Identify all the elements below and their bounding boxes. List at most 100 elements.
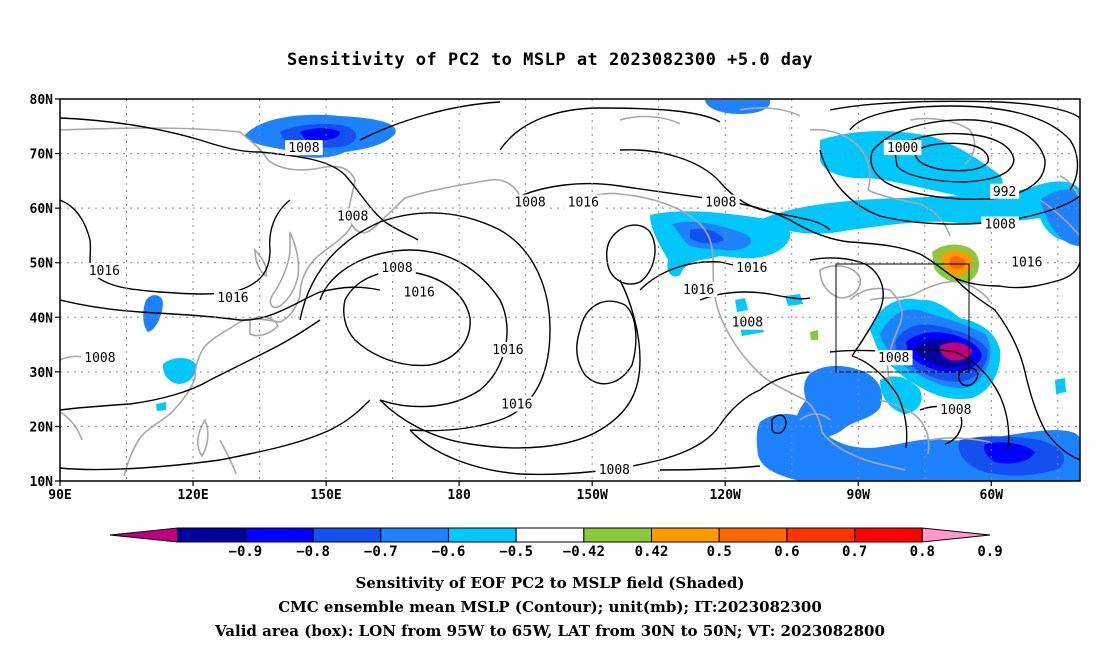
colorbar-label: 0.5 (706, 544, 732, 560)
contour-label: 1008 (337, 209, 368, 224)
sensitivity-shading (143, 100, 1080, 481)
contour-label: 1016 (501, 398, 532, 413)
contour-line (60, 199, 291, 295)
lon-label: 90W (847, 488, 871, 503)
contour-label: 1008 (288, 141, 319, 156)
caption-line-1: Sensitivity of EOF PC2 to MSLP field (Sh… (355, 574, 745, 592)
contour-line (299, 212, 551, 432)
shaded-region (760, 181, 1080, 242)
colorbar-box (583, 527, 653, 543)
lon-label: 180 (447, 488, 471, 503)
contour-line (759, 371, 811, 391)
contour-line (870, 119, 1046, 200)
contour-label-bg (883, 140, 922, 156)
contour-line (60, 399, 371, 471)
lat-label: 30N (30, 366, 54, 381)
contour-label: 1016 (683, 283, 714, 298)
shaded-region (162, 358, 197, 384)
shaded-region (735, 298, 748, 312)
coastline (929, 437, 991, 443)
contour-label: 1008 (732, 316, 763, 331)
colorbar-label: −0.7 (363, 544, 398, 560)
contour-line (359, 101, 501, 141)
contour-label-bg (595, 462, 634, 478)
coastline (219, 439, 237, 475)
colorbar (109, 527, 991, 543)
contour-label-bg (85, 262, 124, 278)
contour-label-bg (937, 402, 975, 418)
contour-line (659, 465, 761, 471)
contour-line (319, 249, 508, 408)
contour-line (499, 107, 721, 151)
contour-label-bg (701, 194, 740, 210)
contour-line (957, 367, 979, 387)
contour-label: 1008 (940, 403, 971, 418)
coastline (819, 265, 862, 299)
contour-line (851, 355, 908, 449)
coastline (1039, 199, 1080, 237)
contour-line (60, 117, 419, 241)
contour-label: 1016 (217, 291, 248, 306)
contour-label-bg (981, 216, 1019, 232)
shaded-region (1040, 189, 1080, 246)
coastline (909, 117, 976, 165)
contour-label-bg (733, 260, 771, 276)
contour-label: 1016 (492, 343, 523, 358)
contour-label: 1016 (736, 261, 767, 276)
contour-label-bg (497, 396, 536, 412)
map-gridlines (60, 99, 1080, 481)
colorbar-box (447, 527, 517, 543)
colorbar-end-low (109, 527, 179, 543)
contour-line (894, 132, 1015, 183)
contour-label: 1000 (887, 141, 918, 156)
lon-label: 150E (310, 488, 341, 503)
colorbar-box (312, 527, 382, 543)
contour-line (954, 277, 1080, 461)
contour-line (999, 261, 1080, 289)
colorbar-label: 0.42 (634, 544, 669, 560)
contour-label-bg (285, 140, 323, 156)
colorbar-label: 0.9 (977, 544, 1003, 560)
lat-label: 10N (30, 475, 54, 490)
contour-label-bg (564, 194, 603, 210)
shaded-region (705, 100, 771, 114)
colorbar-box (718, 527, 788, 543)
colorbar-label: −0.42 (562, 544, 605, 560)
contour-label-bg (1007, 254, 1046, 270)
contour-label: 1008 (878, 351, 909, 366)
colorbar-label: 0.7 (841, 544, 868, 560)
coastline (269, 231, 300, 309)
contour-line (719, 389, 761, 426)
contour-line (60, 319, 321, 411)
map-title: Sensitivity of PC2 to MSLP at 2023082300… (286, 50, 813, 70)
coastline (254, 247, 268, 278)
coastline (869, 280, 991, 303)
lon-label: 60W (980, 488, 1004, 503)
contour-label: 1016 (89, 264, 120, 279)
colorbar-box (515, 527, 585, 543)
contour-label-bg (400, 284, 439, 300)
contour-line (771, 414, 787, 435)
shaded-region (810, 330, 818, 340)
coastline (194, 224, 353, 379)
contour-label: 992 (993, 185, 1016, 200)
contour-label: 1008 (599, 463, 630, 478)
contour-line (379, 279, 641, 449)
contour-line (60, 286, 381, 321)
contour-line (699, 291, 811, 301)
shaded-region (690, 228, 724, 244)
coastline (197, 418, 209, 458)
contour-label: 1016 (404, 286, 435, 301)
contour-line (409, 424, 721, 476)
contour-line (605, 224, 656, 285)
contour-line (829, 348, 1010, 451)
coastline (799, 413, 831, 421)
contour-line (829, 100, 1080, 119)
colorbar-box (651, 527, 720, 543)
lat-label: 70N (30, 148, 54, 163)
contour-label-bg (214, 290, 252, 306)
contour-line (914, 142, 989, 172)
shaded-region (156, 402, 166, 411)
